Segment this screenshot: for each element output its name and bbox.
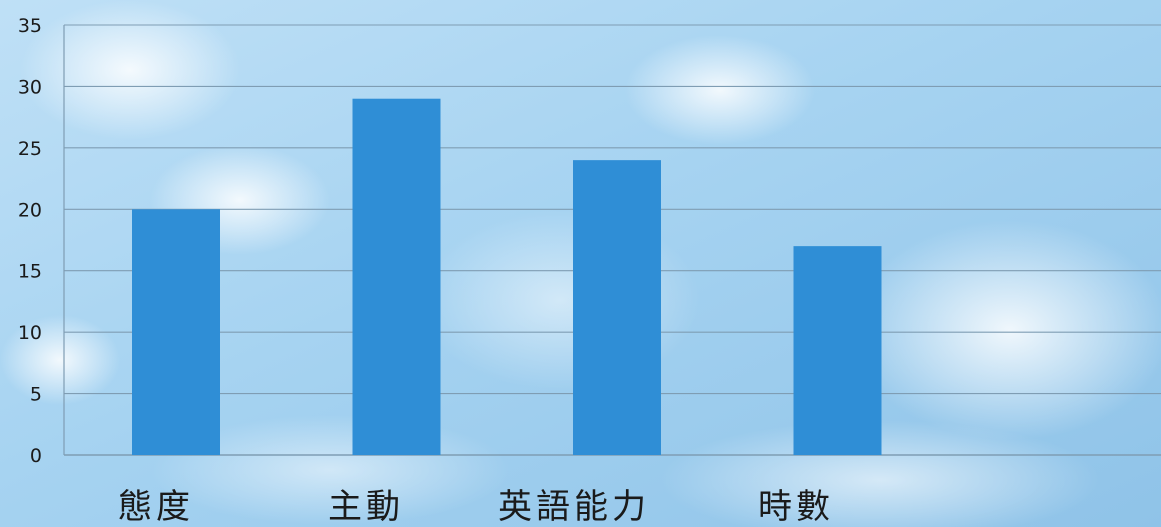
y-tick-label: 20 <box>18 199 42 221</box>
x-axis-ticks: 態度 主動 英語能力 時數 <box>118 487 834 527</box>
y-tick-label: 10 <box>18 322 42 344</box>
bars <box>132 98 882 455</box>
x-tick-label: 時數 <box>758 487 834 527</box>
y-tick-label: 30 <box>18 76 42 98</box>
y-tick-label: 35 <box>18 15 42 37</box>
y-tick-label: 25 <box>18 138 42 160</box>
bar-1 <box>352 98 441 455</box>
y-tick-label: 15 <box>18 261 42 283</box>
gridlines <box>63 24 1161 456</box>
x-tick-label: 主動 <box>328 487 404 527</box>
x-tick-label: 態度 <box>118 487 194 527</box>
bar-0 <box>132 209 220 455</box>
bar-2 <box>573 160 661 455</box>
y-tick-label: 0 <box>30 445 42 467</box>
y-tick-label: 5 <box>30 384 42 406</box>
x-tick-label: 英語能力 <box>498 487 650 527</box>
y-axis-ticks: 0 5 10 15 20 25 30 35 <box>18 15 42 467</box>
bar-3 <box>793 246 882 455</box>
